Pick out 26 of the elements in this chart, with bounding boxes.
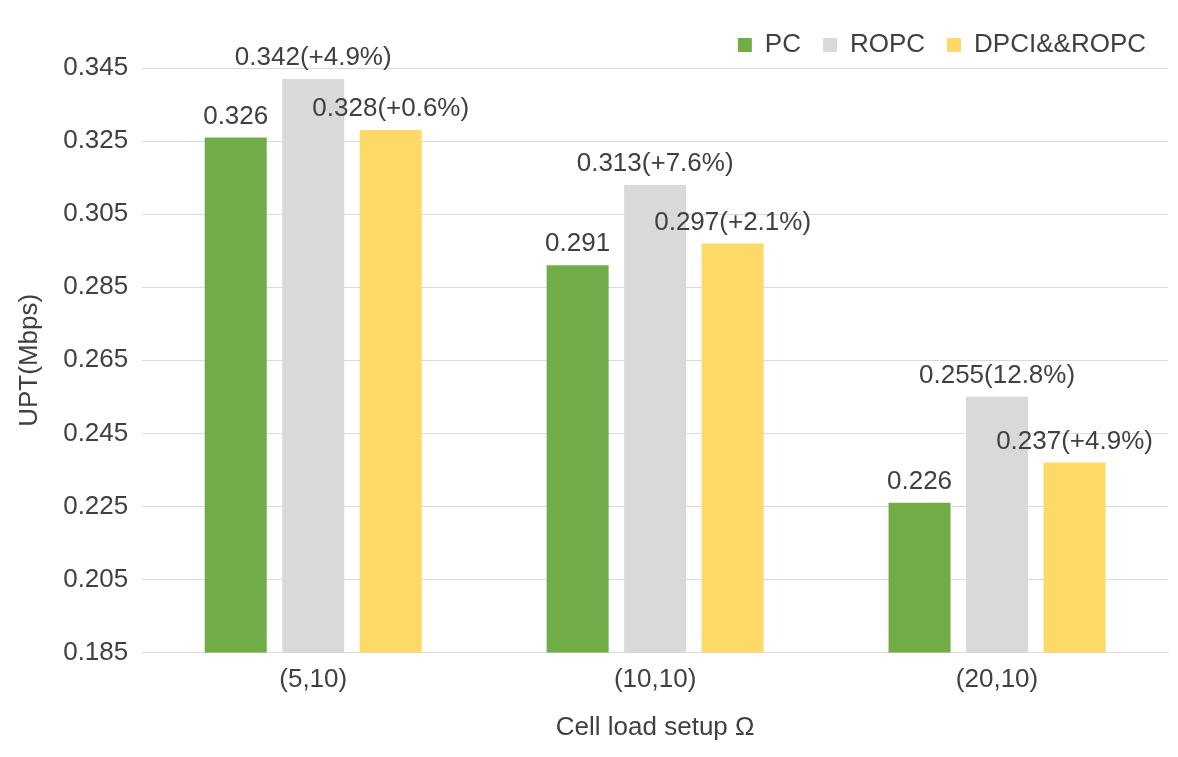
data-label: 0.342(+4.9%): [234, 41, 392, 72]
data-label: 0.255(12.8%): [918, 359, 1076, 390]
data-label: 0.291: [545, 227, 611, 258]
data-label: 0.237(+4.9%): [996, 424, 1153, 455]
x-tick-label: (10,10): [613, 663, 697, 694]
y-tick-label: 0.285: [63, 270, 129, 301]
y-axis-title: UPT(Mbps): [12, 293, 43, 427]
data-label: 0.297(+2.1%): [654, 205, 812, 236]
data-label: 0.328(+0.6%): [312, 92, 470, 123]
y-tick-label: 0.265: [63, 343, 129, 374]
legend-label: PC: [764, 28, 801, 59]
y-tick-label: 0.185: [63, 635, 129, 666]
y-tick-label: 0.225: [63, 489, 129, 520]
x-tick-label: (5,10): [279, 663, 348, 694]
data-label: 0.326: [203, 99, 269, 130]
y-tick-label: 0.325: [63, 124, 129, 155]
y-tick-label: 0.345: [63, 51, 129, 82]
y-tick-label: 0.305: [63, 197, 129, 228]
x-axis-title: Cell load setup Ω: [555, 710, 755, 741]
y-tick-label: 0.205: [63, 562, 129, 593]
data-label: 0.313(+7.6%): [576, 147, 734, 178]
legend-label: DPCI&&ROPC: [974, 28, 1146, 59]
x-tick-label: (20,10): [955, 663, 1039, 694]
y-tick-label: 0.245: [63, 416, 129, 447]
legend-label: ROPC: [849, 28, 926, 59]
data-label: 0.226: [887, 464, 953, 495]
